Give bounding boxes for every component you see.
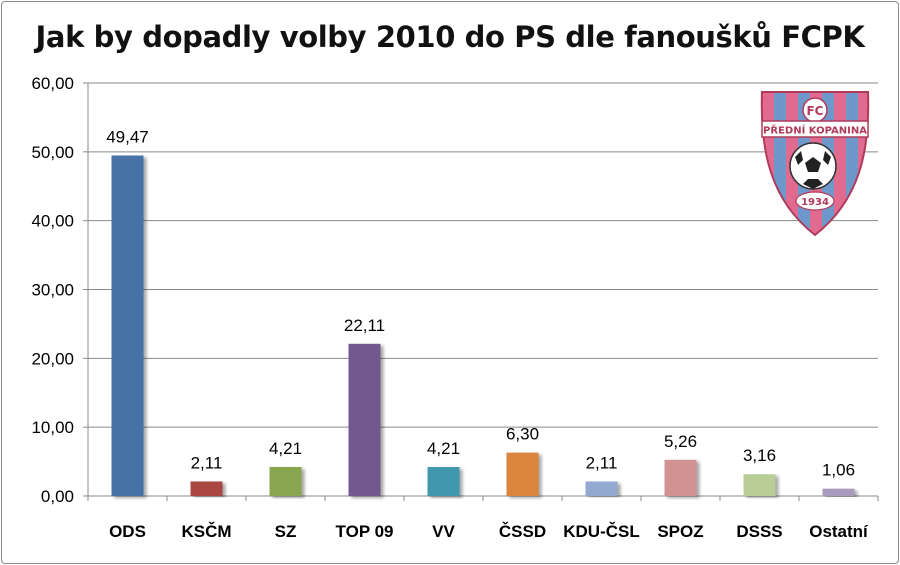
logo-name-text: PŘEDNÍ KOPANINA — [763, 124, 867, 137]
bar-kdu-čsl — [585, 481, 618, 496]
y-tick-label: 60,00 — [31, 74, 74, 93]
bar-ksčm — [190, 481, 223, 496]
y-tick-label: 40,00 — [31, 212, 74, 231]
club-logo: FC PŘEDNÍ KOPANINA 1934 — [760, 91, 870, 237]
bar-spoz — [664, 459, 697, 496]
x-tick-label: KSČM — [181, 522, 231, 541]
data-label: 3,16 — [743, 446, 776, 465]
x-tick-label: SPOZ — [657, 522, 703, 541]
bar-top-09 — [348, 343, 381, 496]
data-label: 1,06 — [822, 461, 855, 480]
data-label: 5,26 — [664, 432, 697, 451]
x-tick-label: ODS — [109, 522, 146, 541]
logo-fc-text: FC — [806, 104, 823, 118]
x-tick-label: SZ — [275, 522, 297, 541]
x-tick-label: VV — [432, 522, 455, 541]
x-tick-label: TOP 09 — [336, 522, 394, 541]
y-tick-label: 30,00 — [31, 281, 74, 300]
data-label: 49,47 — [106, 127, 149, 146]
data-label: 2,11 — [191, 453, 223, 472]
data-label: 22,11 — [344, 316, 385, 335]
logo-banner — [761, 120, 869, 138]
bar-čssd — [506, 452, 539, 496]
bar-vv — [427, 467, 460, 496]
bar-ods — [111, 155, 144, 496]
y-tick-label: 10,00 — [31, 418, 74, 437]
bar-sz — [269, 467, 302, 496]
chart-title: Jak by dopadly volby 2010 do PS dle fano… — [35, 20, 865, 54]
data-label: 4,21 — [427, 439, 460, 458]
bar-ostatní — [822, 488, 855, 496]
x-tick-label: KDU-ČSL — [563, 522, 640, 541]
logo-year-plate — [795, 191, 835, 211]
y-tick-label: 50,00 — [31, 143, 74, 162]
data-label: 6,30 — [506, 425, 539, 444]
y-tick-label: 0,00 — [41, 487, 74, 506]
logo-year-text: 1934 — [801, 197, 829, 208]
bar-dsss — [743, 474, 776, 496]
x-tick-label: ČSSD — [499, 522, 546, 541]
y-tick-label: 20,00 — [31, 349, 74, 368]
x-tick-label: Ostatní — [809, 522, 869, 541]
data-label: 4,21 — [269, 439, 302, 458]
data-label: 2,11 — [586, 453, 618, 472]
x-tick-label: DSSS — [736, 522, 782, 541]
